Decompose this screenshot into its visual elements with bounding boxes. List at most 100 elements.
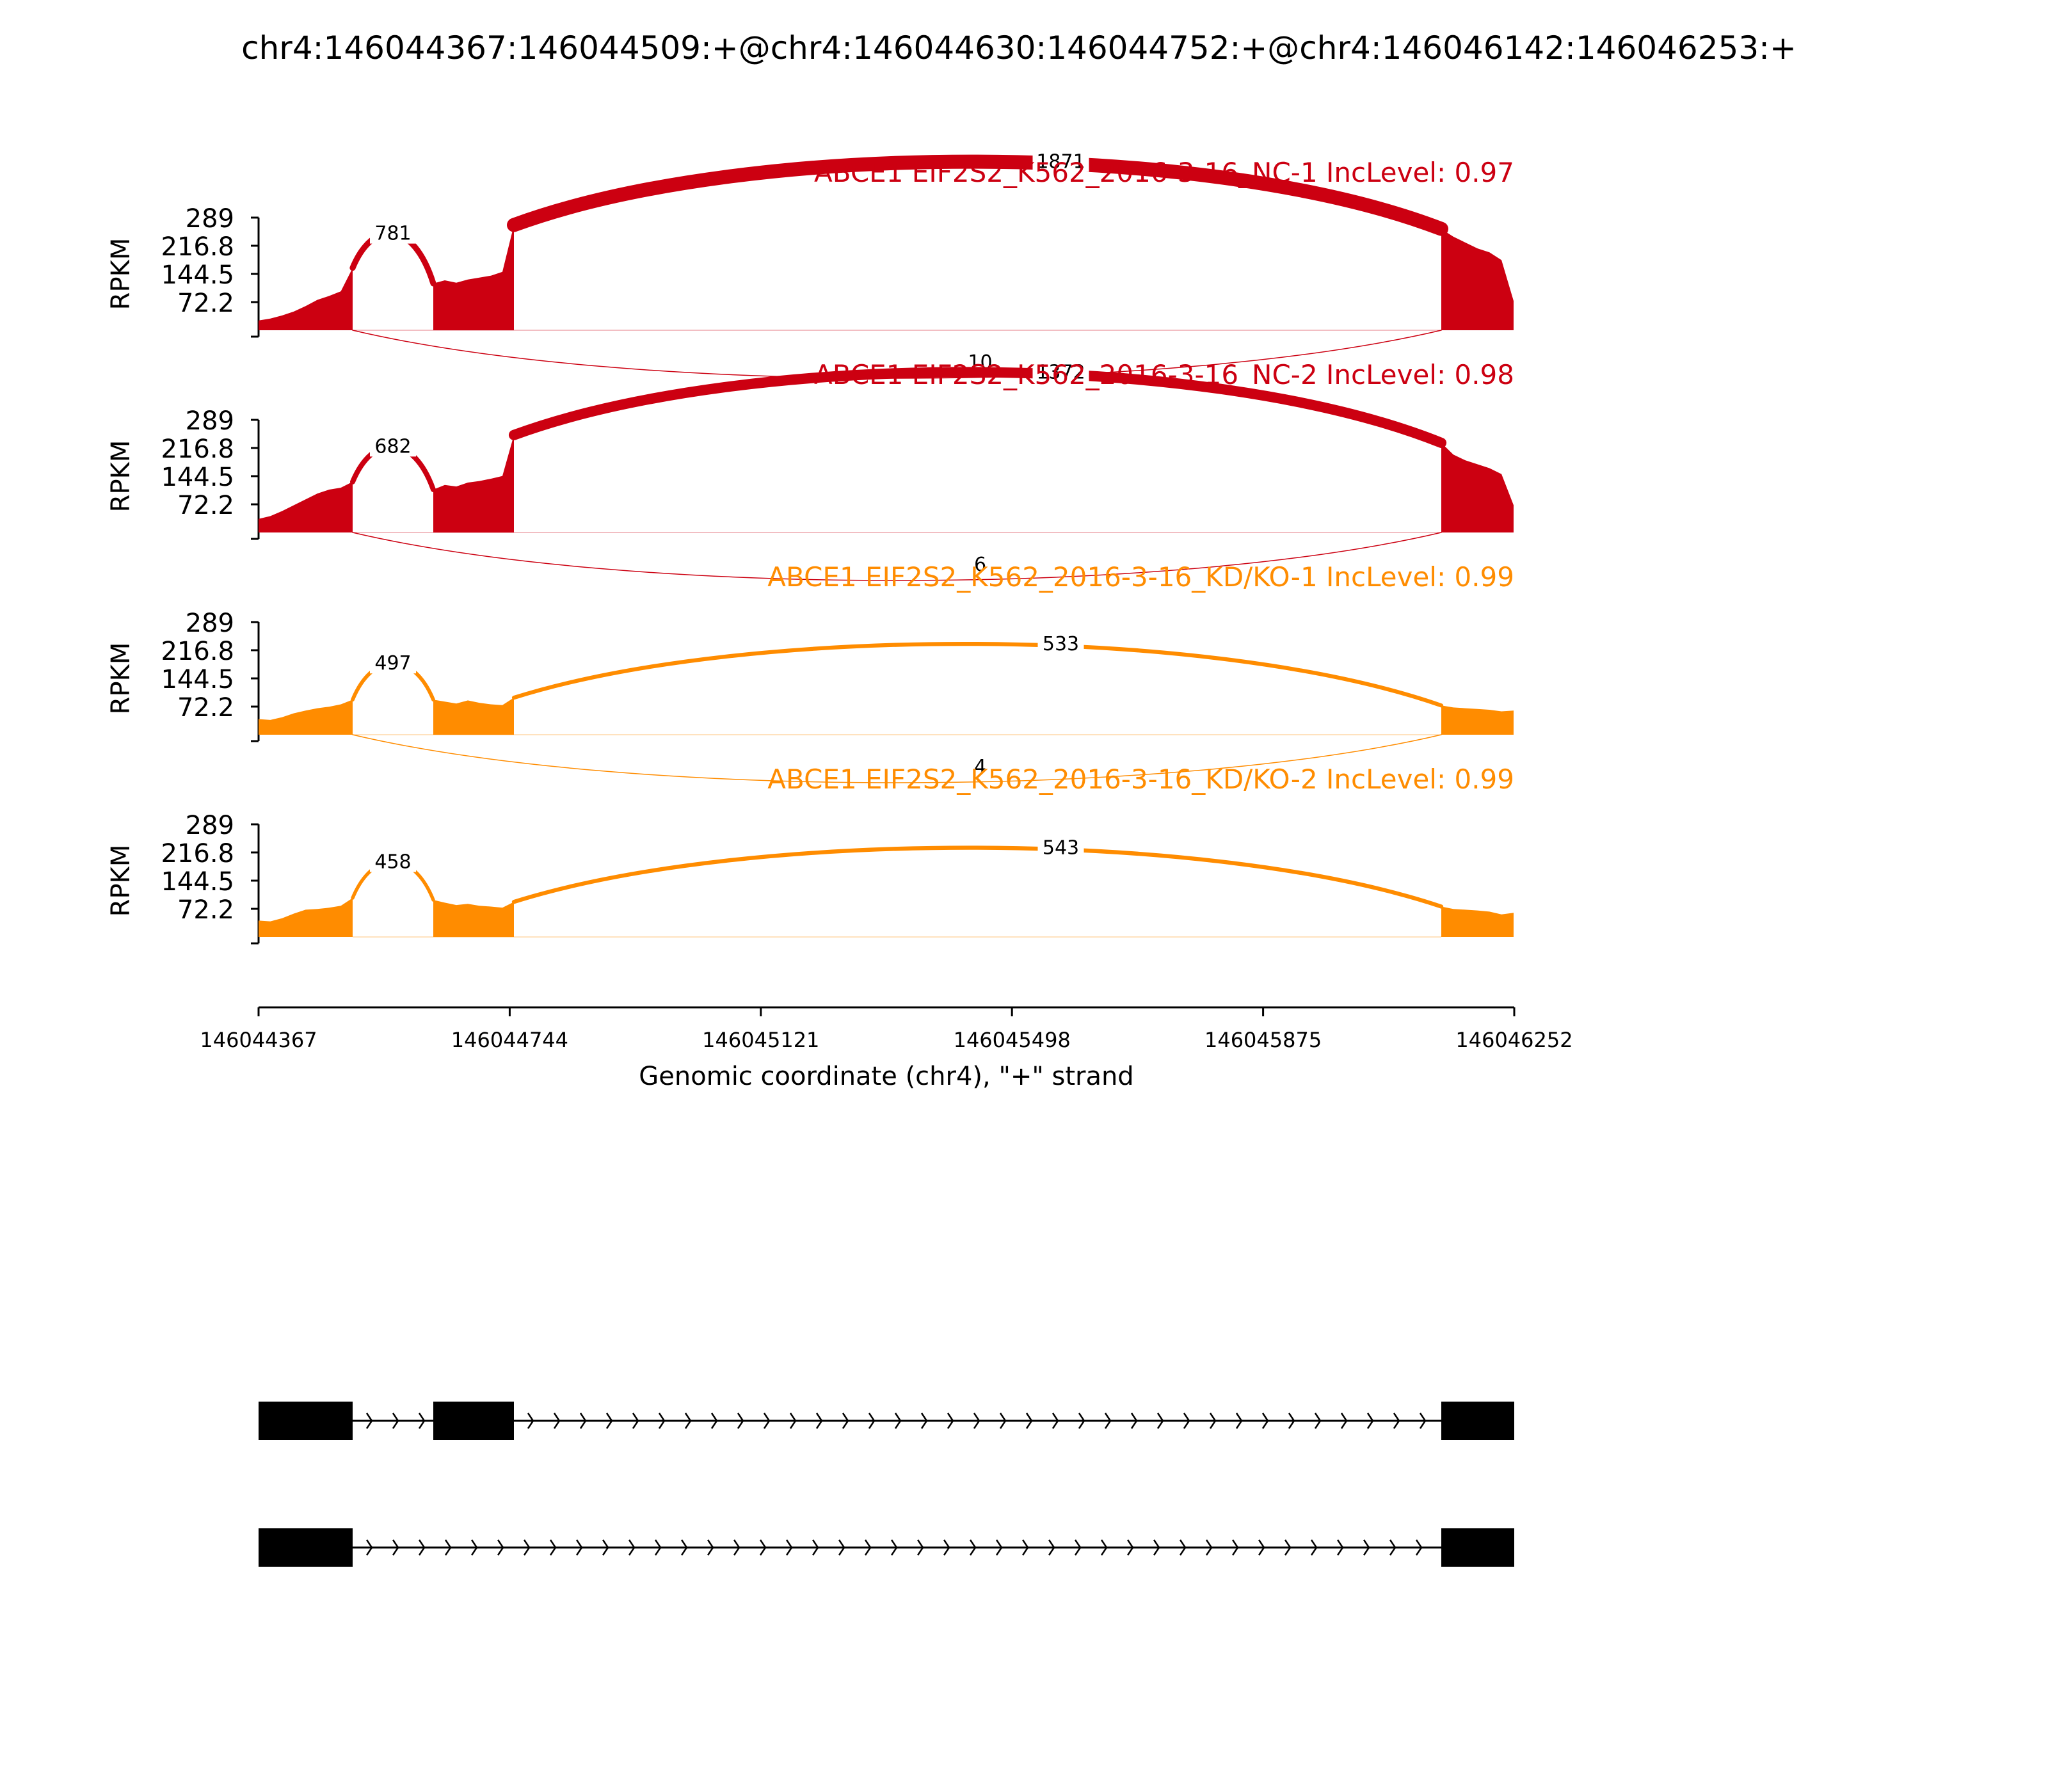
strand-arrow [658, 1412, 666, 1429]
y-tick-label: 289 [186, 204, 234, 234]
strand-arrow [1126, 1539, 1134, 1556]
strand-arrow [444, 1539, 452, 1556]
strand-arrow [1363, 1539, 1370, 1556]
x-tick-label: 146044367 [200, 1028, 317, 1052]
y-tick-label: 144.5 [161, 867, 234, 897]
figure-title: chr4:146044367:146044509:+@chr4:14604463… [241, 29, 1796, 67]
junction-count-bg [370, 849, 416, 872]
exon-box [259, 1402, 353, 1440]
strand-arrow [365, 1539, 373, 1556]
strand-arrow [733, 1539, 740, 1556]
exon-box [1441, 1402, 1514, 1440]
strand-arrow [605, 1412, 613, 1429]
strand-arrow [553, 1412, 561, 1429]
strand-arrow [1310, 1539, 1318, 1556]
junction-count-bg [370, 650, 416, 674]
coverage-area [1441, 442, 1514, 532]
strand-arrow [1104, 1412, 1112, 1429]
strand-arrow [1130, 1412, 1138, 1429]
strand-arrow [1336, 1539, 1344, 1556]
exon-box [433, 1402, 514, 1440]
strand-arrow [418, 1412, 426, 1429]
strand-arrow [392, 1539, 399, 1556]
coverage-area [259, 481, 353, 532]
strand-arrow [523, 1539, 531, 1556]
strand-arrow [785, 1539, 793, 1556]
strand-arrow [1340, 1412, 1348, 1429]
strand-arrow [1205, 1539, 1213, 1556]
panel-title: ABCE1 EIF2S2_K562_2016-3-16_NC-1 IncLeve… [814, 157, 1514, 188]
y-axis-label: RPKM [106, 440, 136, 513]
strand-arrow [527, 1412, 534, 1429]
strand-arrow [1153, 1539, 1160, 1556]
y-tick-label: 216.8 [161, 637, 234, 666]
strand-arrow [602, 1539, 609, 1556]
junction-count: 682 [374, 435, 411, 458]
junction-count-bg [1037, 631, 1084, 655]
strand-arrow [890, 1539, 898, 1556]
strand-arrow [995, 1539, 1003, 1556]
strand-arrow [759, 1539, 767, 1556]
x-axis-label: Genomic coordinate (chr4), "+" strand [639, 1062, 1133, 1091]
y-tick-label: 72.2 [177, 895, 234, 925]
y-tick-label: 144.5 [161, 463, 234, 492]
junction-count: 458 [374, 851, 411, 873]
junction-count: 533 [1043, 633, 1079, 655]
junction-count: 497 [374, 652, 411, 675]
junction-arc [511, 845, 1444, 909]
gene-structure [259, 1402, 1514, 1567]
strand-arrow [1078, 1412, 1085, 1429]
y-tick-label: 216.8 [161, 232, 234, 262]
x-tick-label: 146045121 [702, 1028, 819, 1052]
strand-arrow [497, 1539, 504, 1556]
x-tick-label: 146045498 [954, 1028, 1071, 1052]
strand-arrow [654, 1539, 662, 1556]
junction-count-bg [1037, 835, 1084, 858]
coverage-area [1441, 705, 1514, 735]
junction-count-bg [967, 754, 993, 777]
strand-arrow [1074, 1539, 1082, 1556]
coverage-area [1441, 228, 1514, 330]
strand-arrow [1183, 1412, 1190, 1429]
strand-arrow [969, 1539, 977, 1556]
strand-arrow [789, 1412, 797, 1429]
coverage-area [1441, 906, 1514, 937]
y-tick-label: 72.2 [177, 289, 234, 318]
coverage-area [433, 225, 514, 330]
strand-arrow [579, 1412, 587, 1429]
strand-arrow [920, 1412, 928, 1429]
junction-count: 6 [974, 554, 986, 576]
strand-arrow [1366, 1412, 1374, 1429]
x-tick-label: 146045875 [1204, 1028, 1322, 1052]
strand-arrow [549, 1539, 557, 1556]
strand-arrow [628, 1539, 636, 1556]
junction-arc [511, 641, 1444, 708]
junction-count-bg [967, 552, 993, 575]
strand-arrow [632, 1412, 639, 1429]
junction-count: 4 [974, 756, 986, 778]
strand-arrow [916, 1539, 924, 1556]
strand-arrow [1048, 1539, 1055, 1556]
strand-arrow [999, 1412, 1007, 1429]
strand-arrow [710, 1412, 718, 1429]
strand-arrow [470, 1539, 478, 1556]
y-tick-label: 144.5 [161, 665, 234, 694]
strand-arrow [1052, 1412, 1059, 1429]
coverage-area [433, 698, 514, 735]
junction-count-bg [1032, 148, 1089, 172]
junction-count-bg [370, 220, 416, 244]
strand-arrow [392, 1412, 399, 1429]
x-axis: 146044367 146044744 146045121 146045498 1460… [200, 1006, 1573, 1052]
junction-arc [508, 367, 1447, 449]
isoform [259, 1402, 1514, 1440]
y-axis-label: RPKM [106, 845, 136, 917]
strand-arrow [763, 1412, 771, 1429]
y-tick-label: 289 [186, 811, 234, 840]
panel-title: ABCE1 EIF2S2_K562_2016-3-16_KD/KO-2 IncL… [767, 764, 1514, 795]
strand-arrow [815, 1412, 823, 1429]
strand-arrow [947, 1412, 954, 1429]
